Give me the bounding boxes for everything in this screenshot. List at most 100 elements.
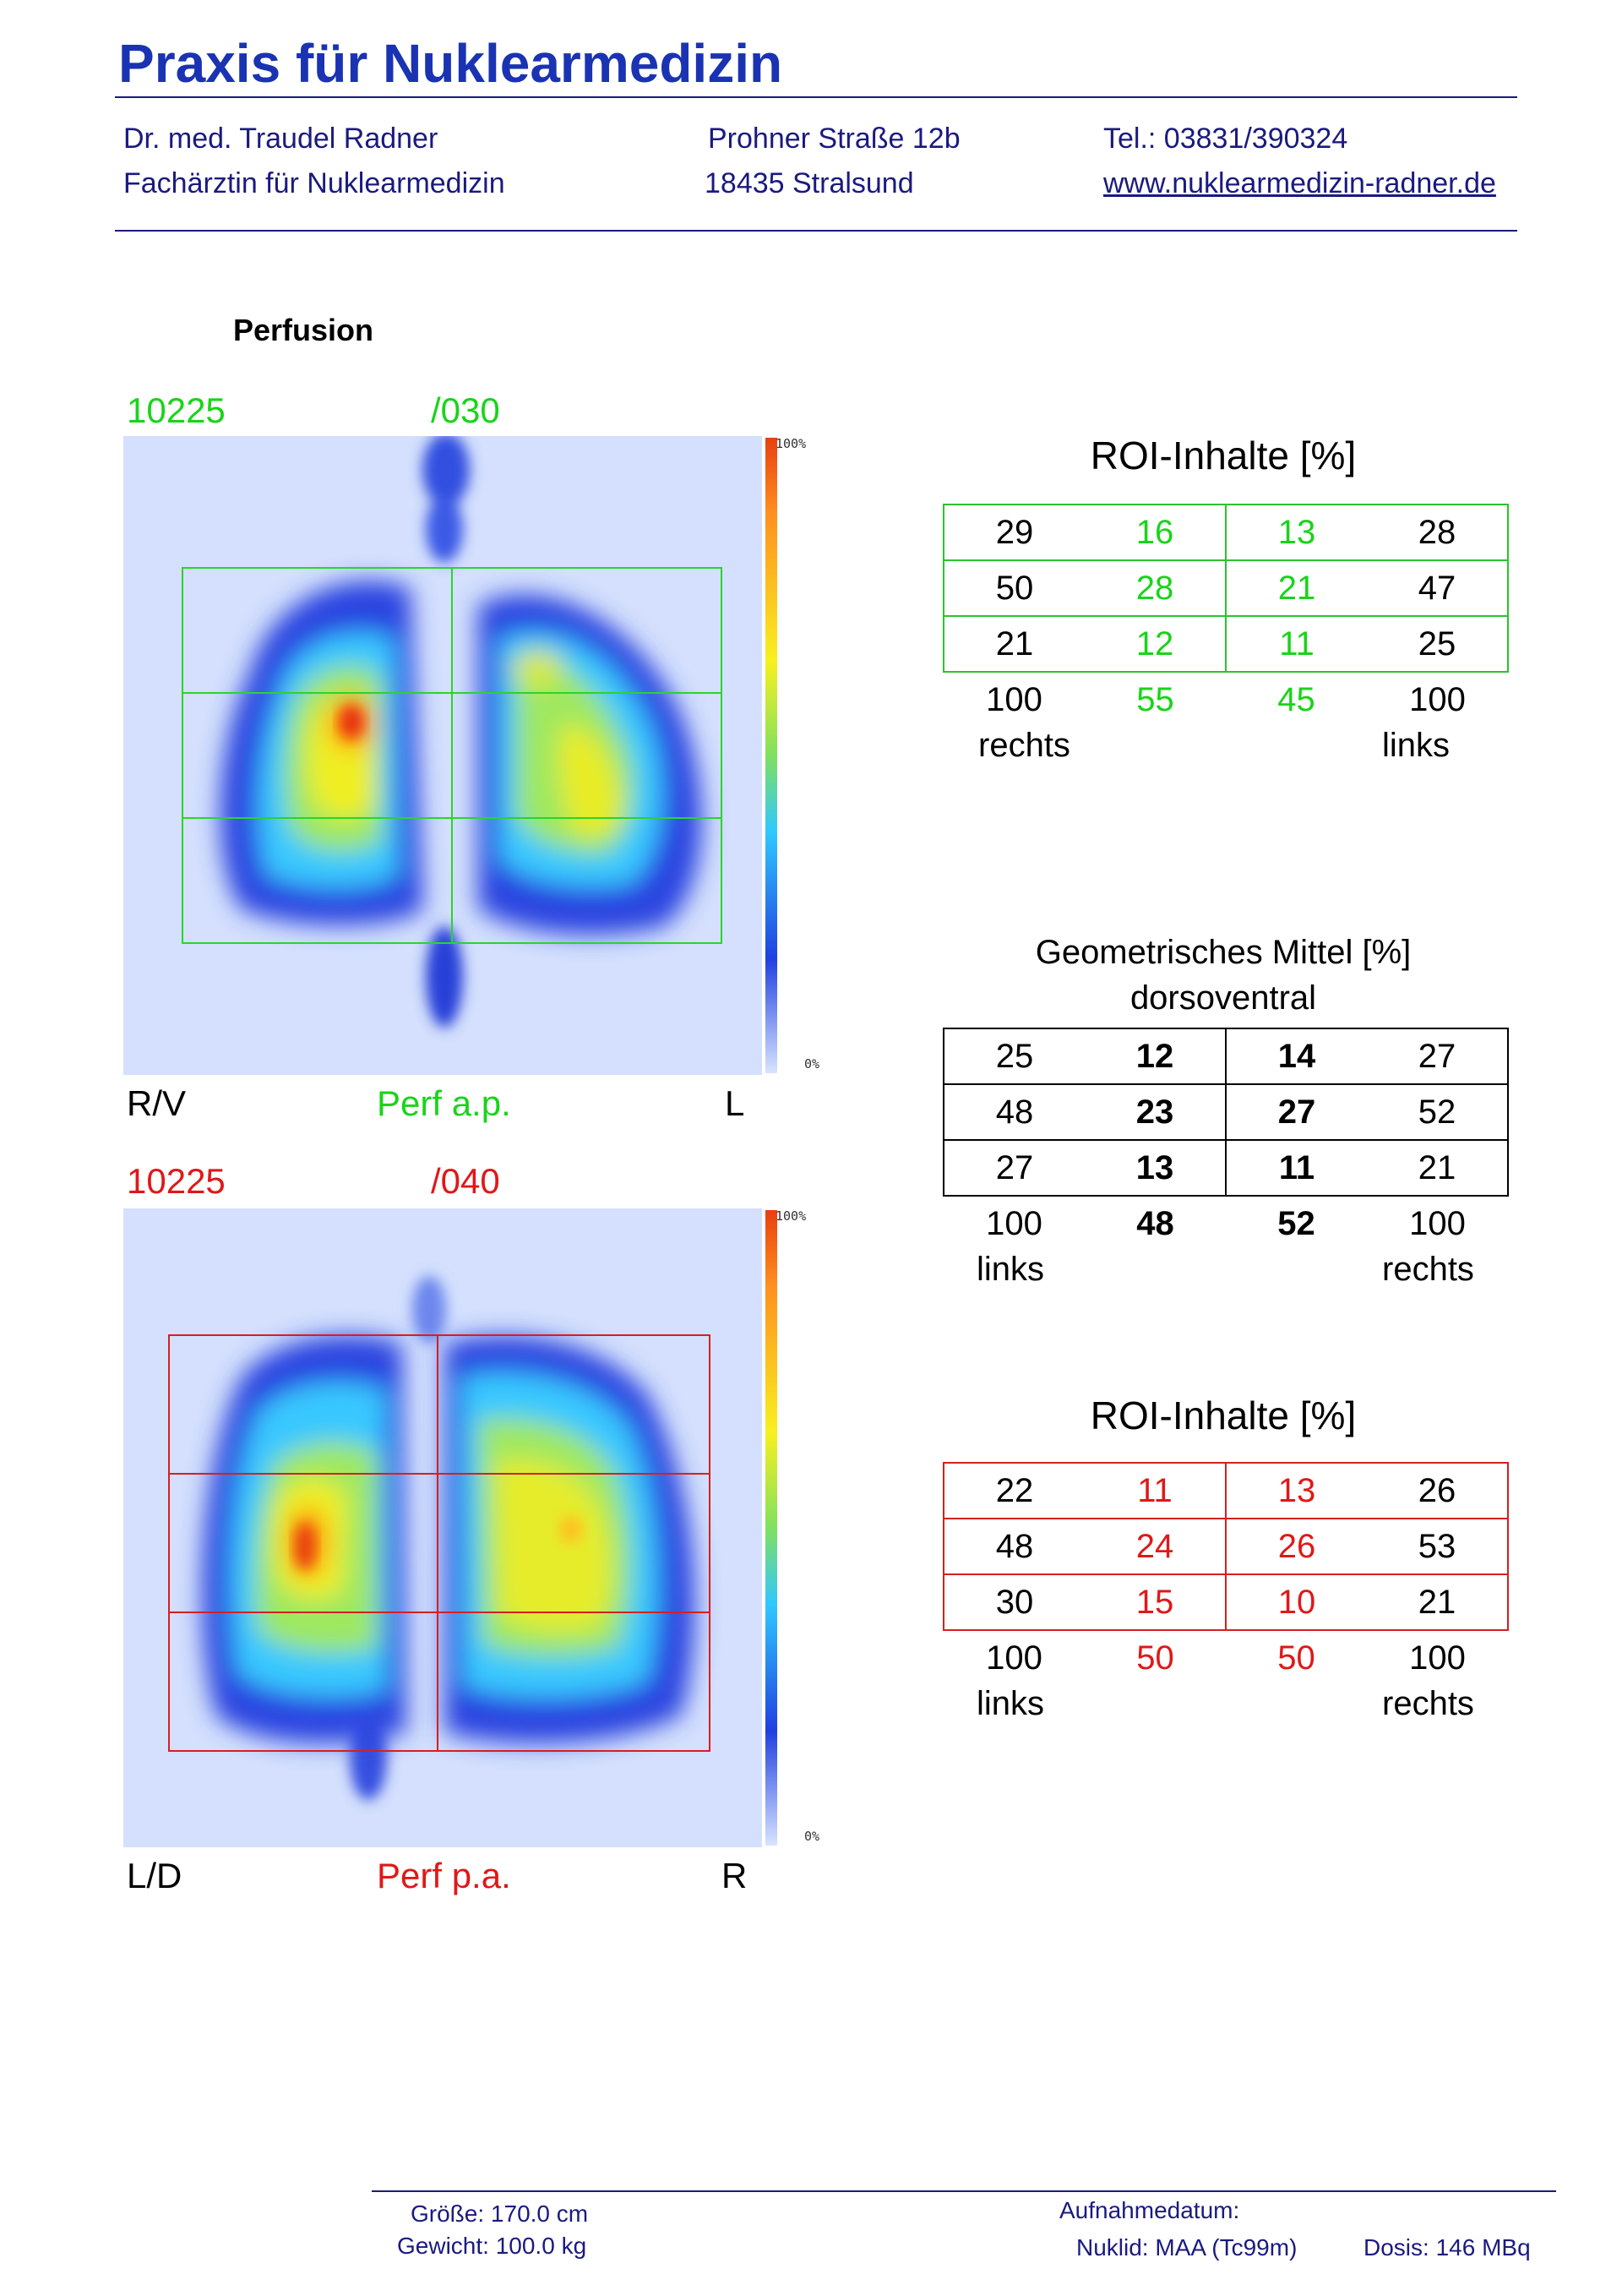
height-row: Größe: 170.0 cm [411, 2201, 588, 2228]
ap-scintigram [123, 436, 762, 1075]
table-cell: 50 [1136, 1639, 1174, 1677]
table-cell: 100 [986, 680, 1042, 718]
phone-number: Tel.: 03831/390324 [1103, 123, 1348, 155]
ap-color-scale [765, 438, 777, 1073]
ap-orientation-left: R/V [127, 1083, 187, 1123]
roi-ap-side-right: links [1382, 727, 1451, 764]
table-cell: 25 [1367, 615, 1509, 673]
table-cell: 52 [1277, 1204, 1315, 1242]
table-row: 22 11 13 26 [943, 1462, 1509, 1519]
table-cell: 13 [1225, 504, 1367, 561]
ap-series: /030 [431, 390, 500, 430]
nuclide-label: Nuklid: [1076, 2234, 1149, 2261]
table-cell: 13 [1085, 1139, 1226, 1197]
pa-orientation-right: R [721, 1856, 748, 1895]
roi-ap-title: ROI-Inhalte [%] [1090, 434, 1357, 477]
pa-color-scale [765, 1210, 777, 1846]
geo-mean-subtitle: dorsoventral [1129, 979, 1317, 1017]
table-cell: 11 [1225, 615, 1367, 673]
pa-patient-id: 10225 [127, 1161, 226, 1201]
table-row: 27 13 11 21 [943, 1139, 1509, 1197]
pa-lung-image [123, 1208, 762, 1847]
table-cell: 45 [1277, 680, 1315, 718]
header-rule-top [115, 96, 1517, 98]
website-link[interactable]: www.nuklearmedizin-radner.de [1103, 167, 1496, 200]
table-row: 25 12 14 27 [943, 1028, 1509, 1085]
table-cell: 48 [943, 1518, 1085, 1575]
table-cell: 100 [1409, 1204, 1466, 1242]
pa-series: /040 [431, 1161, 500, 1201]
table-row: 30 15 10 21 [943, 1573, 1509, 1631]
table-cell: 55 [1136, 680, 1174, 718]
recording-date-label: Aufnahmedatum: [1059, 2197, 1240, 2223]
table-cell: 24 [1085, 1518, 1226, 1575]
nuclide-row: Nuklid: MAA (Tc99m) [1076, 2234, 1297, 2261]
doctor-title: Fachärztin für Nuklearmedizin [123, 167, 505, 199]
table-cell: 11 [1225, 1139, 1367, 1197]
nuclide-value: MAA (Tc99m) [1155, 2234, 1298, 2261]
table-row: 48 23 27 52 [943, 1083, 1509, 1141]
pa-scale-min: 0% [804, 1829, 820, 1844]
table-cell: 27 [1367, 1028, 1509, 1085]
table-row: 100 48 52 100 [944, 1196, 1508, 1251]
table-cell: 16 [1085, 504, 1226, 561]
table-cell: 10 [1225, 1573, 1367, 1631]
table-cell: 50 [1277, 1639, 1315, 1677]
table-cell: 15 [1085, 1573, 1226, 1631]
ap-orientation-right: L [725, 1083, 745, 1123]
table-cell: 29 [943, 504, 1085, 561]
table-cell: 100 [1409, 680, 1466, 718]
geo-mean-side-right: rechts [1382, 1251, 1474, 1288]
table-row: 29 16 13 28 [943, 504, 1509, 561]
geo-mean-title: Geometrisches Mittel [%] [1035, 934, 1412, 971]
table-cell: 11 [1085, 1462, 1226, 1519]
table-cell: 53 [1367, 1518, 1509, 1575]
table-cell: 26 [1367, 1462, 1509, 1519]
table-row: 50 28 21 47 [943, 559, 1509, 617]
ap-view-label: Perf a.p. [377, 1083, 511, 1123]
ap-scale-max: 100% [776, 436, 807, 451]
table-row: 48 24 26 53 [943, 1518, 1509, 1575]
table-cell: 26 [1225, 1518, 1367, 1575]
table-cell: 13 [1225, 1462, 1367, 1519]
doctor-name: Dr. med. Traudel Radner [123, 123, 438, 155]
table-cell: 50 [943, 559, 1085, 617]
table-cell: 14 [1225, 1028, 1367, 1085]
table-cell: 27 [943, 1139, 1085, 1197]
table-cell: 21 [1367, 1573, 1509, 1631]
table-cell: 47 [1367, 559, 1509, 617]
ap-patient-id: 10225 [127, 390, 226, 430]
table-cell: 12 [1085, 615, 1226, 673]
table-cell: 27 [1225, 1083, 1367, 1141]
table-cell: 28 [1367, 504, 1509, 561]
roi-pa-title: ROI-Inhalte [%] [1090, 1393, 1357, 1437]
website-link-text[interactable]: www.nuklearmedizin-radner.de [1103, 167, 1496, 199]
practice-title: Praxis für Nuklearmedizin [118, 33, 783, 94]
table-cell: 100 [986, 1639, 1042, 1677]
table-cell: 28 [1085, 559, 1226, 617]
table-cell: 25 [943, 1028, 1085, 1085]
table-cell: 100 [1409, 1639, 1466, 1677]
table-cell: 12 [1085, 1028, 1226, 1085]
height-value: 170.0 cm [490, 2201, 589, 2227]
pa-view-label: Perf p.a. [377, 1856, 511, 1895]
table-row: 21 12 11 25 [943, 615, 1509, 673]
footer-rule [372, 2190, 1556, 2192]
roi-pa-side-left: links [977, 1685, 1045, 1722]
pa-orientation-left: L/D [127, 1856, 182, 1895]
table-cell: 21 [943, 615, 1085, 673]
roi-ap-table: 29 16 13 28 50 28 21 47 21 12 11 25 100 … [943, 504, 1509, 727]
roi-pa-side-right: rechts [1382, 1685, 1474, 1722]
table-cell: 48 [1136, 1204, 1174, 1242]
pa-scale-max: 100% [776, 1208, 807, 1224]
table-cell: 48 [943, 1083, 1085, 1141]
dose-value: 146 MBq [1435, 2234, 1531, 2261]
geo-mean-side-left: links [977, 1251, 1045, 1288]
weight-row: Gewicht: 100.0 kg [397, 2233, 586, 2260]
weight-label: Gewicht: [397, 2233, 489, 2259]
table-row: 100 55 45 100 [944, 672, 1508, 727]
dose-row: Dosis: 146 MBq [1363, 2234, 1531, 2261]
header-rule-bottom [115, 230, 1517, 232]
ap-lung-image [123, 436, 762, 1075]
geo-mean-table: 25 12 14 27 48 23 27 52 27 13 11 21 100 … [943, 1028, 1509, 1251]
